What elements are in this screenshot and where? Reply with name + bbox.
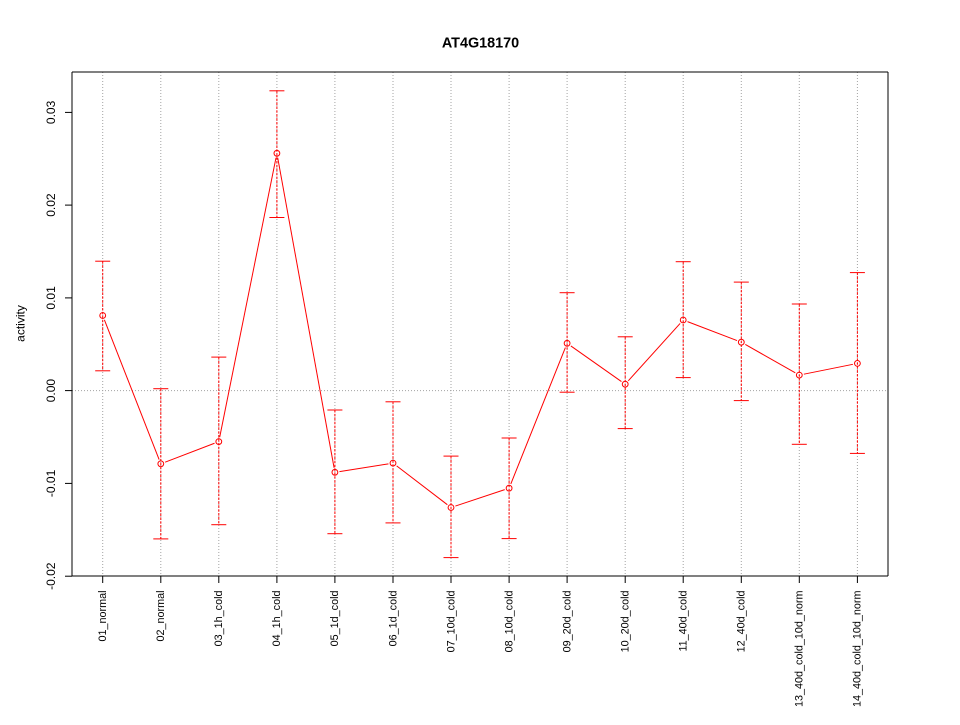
- svg-text:05_1d_cold: 05_1d_cold: [329, 591, 341, 647]
- svg-text:0.03: 0.03: [44, 100, 58, 124]
- svg-text:08_10d_cold: 08_10d_cold: [503, 591, 515, 653]
- svg-text:0.01: 0.01: [44, 286, 58, 310]
- svg-text:07_10d_cold: 07_10d_cold: [445, 591, 457, 653]
- svg-text:-0.01: -0.01: [44, 469, 58, 497]
- svg-text:06_1d_cold: 06_1d_cold: [387, 591, 399, 647]
- svg-text:09_20d_cold: 09_20d_cold: [561, 591, 573, 653]
- svg-text:activity: activity: [14, 305, 28, 342]
- svg-text:0.02: 0.02: [44, 193, 58, 217]
- svg-text:10_20d_cold: 10_20d_cold: [620, 591, 632, 653]
- svg-text:03_1h_cold: 03_1h_cold: [213, 591, 225, 647]
- svg-text:AT4G18170: AT4G18170: [442, 36, 519, 52]
- svg-text:02_normal: 02_normal: [155, 591, 167, 642]
- svg-text:13_40d_cold_10d_norm: 13_40d_cold_10d_norm: [794, 591, 806, 707]
- svg-text:-0.02: -0.02: [44, 562, 58, 590]
- svg-text:11_40d_cold: 11_40d_cold: [678, 591, 690, 652]
- svg-text:0.00: 0.00: [44, 379, 58, 403]
- svg-text:04_1h_cold: 04_1h_cold: [271, 591, 283, 647]
- svg-text:01_normal: 01_normal: [97, 591, 109, 642]
- svg-text:12_40d_cold: 12_40d_cold: [736, 591, 748, 653]
- svg-text:14_40d_cold_10d_norm: 14_40d_cold_10d_norm: [852, 591, 864, 707]
